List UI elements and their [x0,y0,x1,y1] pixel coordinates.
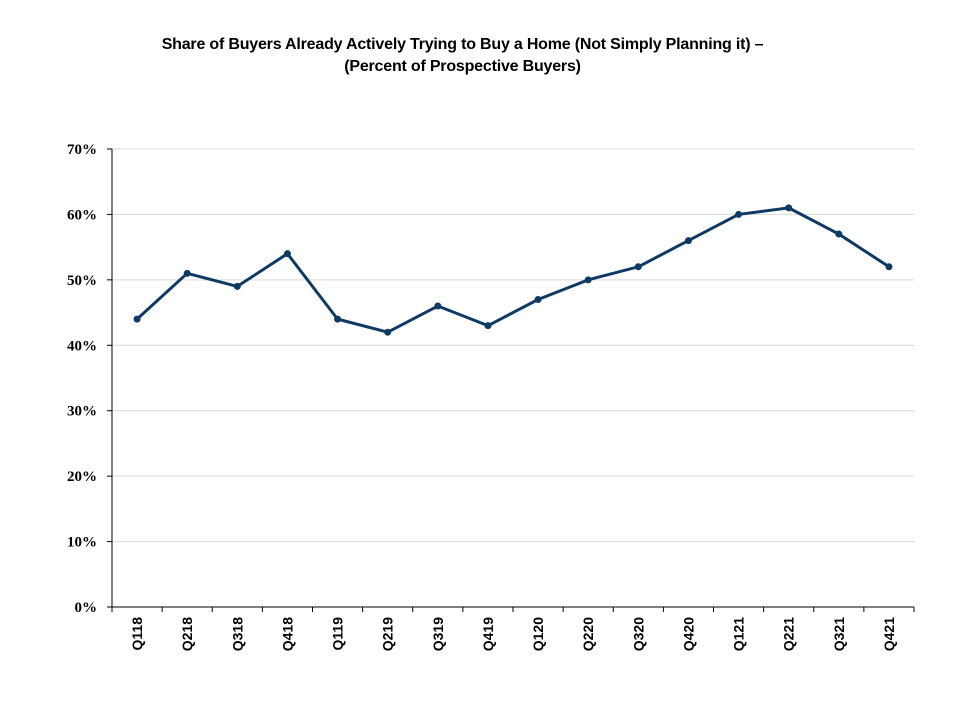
y-axis-tick-labels: 0% 10% 20% 30% 40% 50% 60% 70% [67,142,97,616]
x-tick-label: Q219 [380,617,396,651]
x-tick-label: Q118 [129,617,145,651]
y-tick-label: 0% [75,600,98,616]
y-tick-label: 30% [67,404,97,420]
data-point [684,237,692,245]
x-tick-label: Q221 [781,617,797,651]
data-point [885,263,893,271]
x-axis-tick-labels: Q118 Q218 Q318 Q418 Q119 Q219 Q319 Q419 Q120 Q220… [129,617,897,651]
data-point [283,250,291,258]
x-tick-label: Q318 [229,617,245,651]
data-point [534,295,542,303]
data-point [835,230,843,238]
data-point [634,263,642,271]
chart-title-line-2: (Percent of Prospective Buyers) [344,58,581,75]
x-tick-label: Q419 [480,617,496,651]
data-point [133,315,141,323]
x-tick-label: Q319 [430,617,446,651]
data-point [384,328,392,336]
data-point [584,276,592,284]
x-tick-label: Q418 [279,617,295,651]
axes [107,148,915,612]
chart-title-line-1: Share of Buyers Already Actively Trying … [161,36,764,53]
data-point [334,315,342,323]
x-tick-label: Q220 [580,617,596,651]
x-tick-label: Q119 [330,617,346,651]
series [133,204,893,336]
data-point [785,204,793,212]
chart-title: Share of Buyers Already Actively Trying … [0,34,925,78]
data-point [183,269,191,277]
data-point [434,302,442,310]
x-tick-label: Q321 [831,617,847,651]
x-tick-label: Q320 [630,617,646,651]
x-tick-label: Q218 [179,617,195,651]
y-tick-label: 40% [67,338,97,354]
y-tick-label: 20% [67,469,97,485]
series-line [135,206,891,334]
data-point [233,282,241,290]
gridlines [112,148,914,543]
x-tick-label: Q121 [731,617,747,651]
x-tick-label: Q421 [881,617,897,651]
y-tick-label: 10% [67,535,97,551]
y-tick-label: 60% [67,207,97,223]
y-tick-label: 50% [67,273,97,289]
x-tick-label: Q120 [530,617,546,651]
y-tick-label: 70% [67,142,97,158]
data-point [735,210,743,218]
x-tick-label: Q420 [680,617,696,651]
data-point [484,322,492,330]
